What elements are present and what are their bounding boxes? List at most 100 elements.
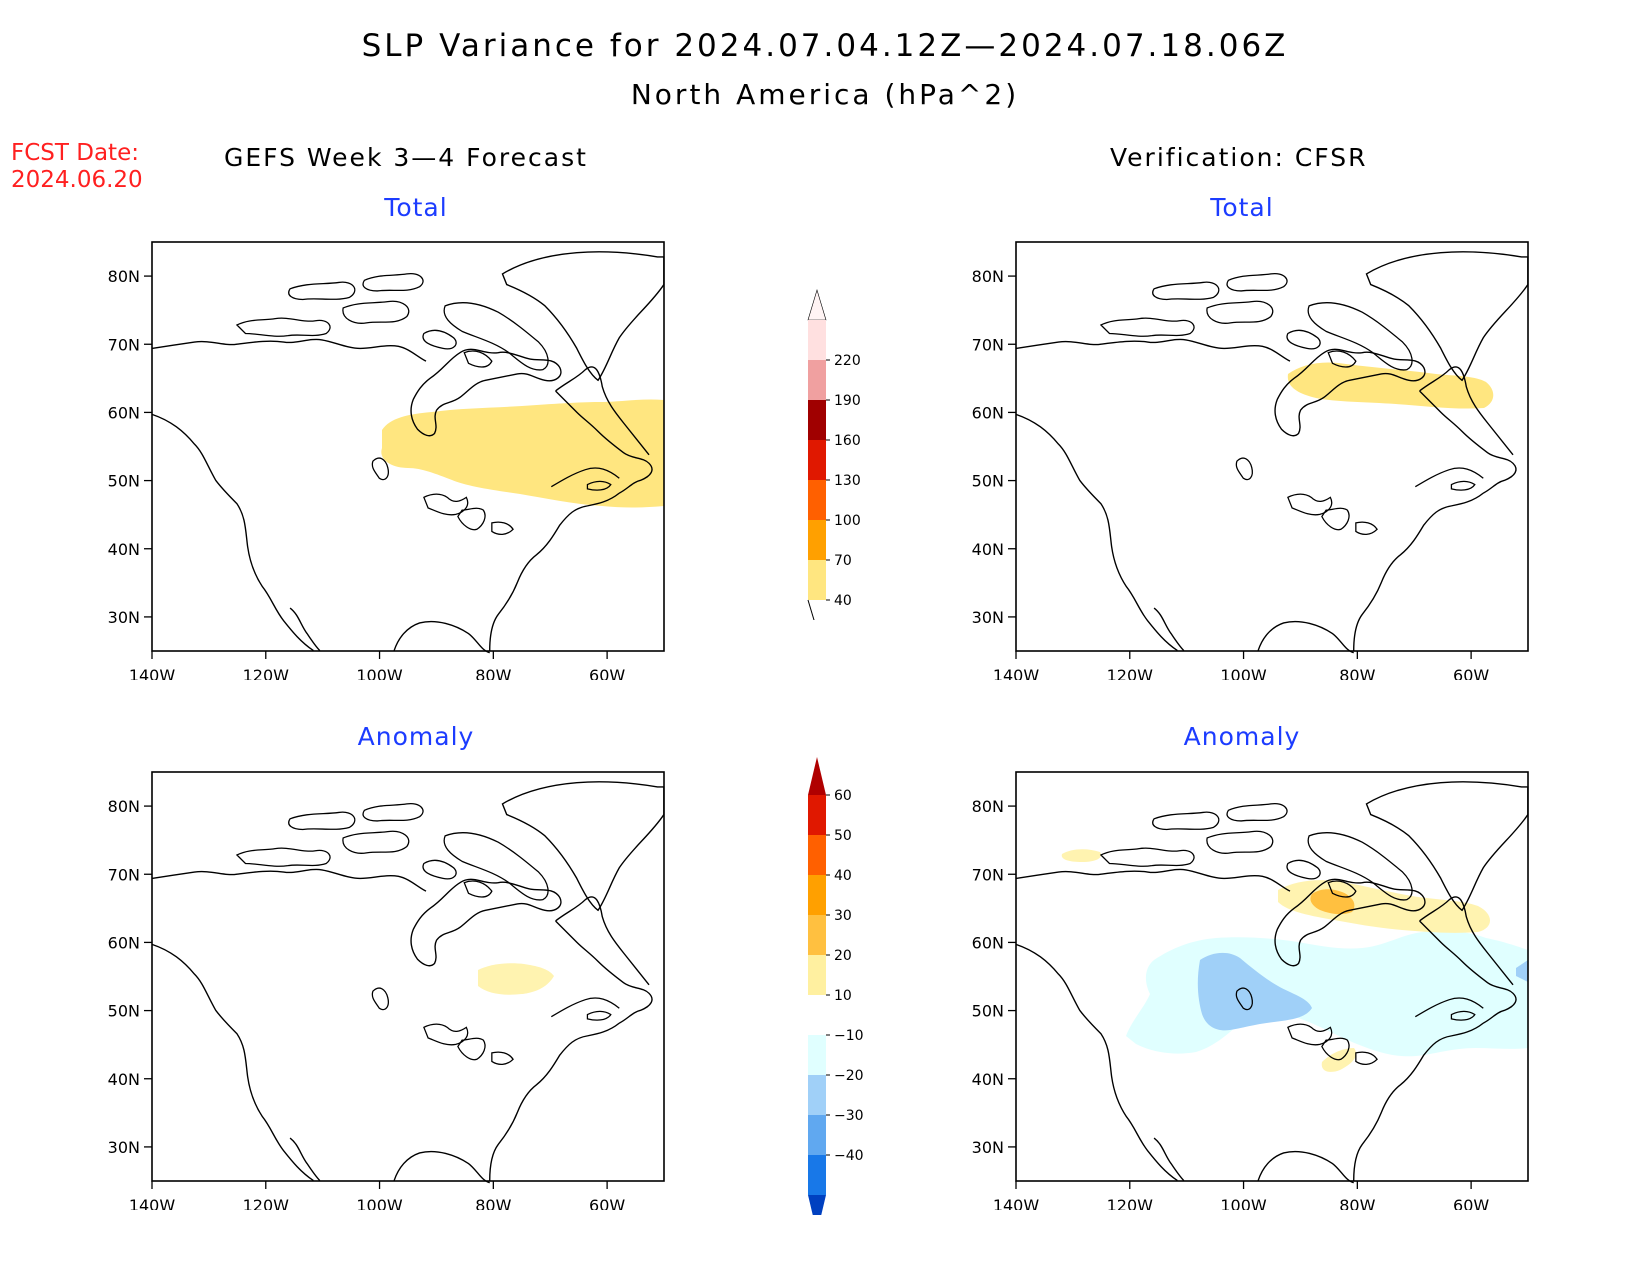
lat-tick-label: 80N: [108, 267, 140, 286]
colorbar-swatch: [808, 1115, 826, 1155]
lat-tick-label: 50N: [108, 472, 140, 491]
lon-tick-label: 60W: [589, 666, 625, 680]
panel-title-cfsr-total: Total: [1210, 193, 1274, 222]
lon-tick-label: 120W: [1107, 1196, 1154, 1210]
colorbar-swatch: [808, 995, 826, 1035]
lon-tick-label: 60W: [589, 1196, 625, 1210]
colorbar-top-arrow: [807, 288, 827, 321]
colorbar-swatch: [808, 835, 826, 875]
lon-tick-label: 80W: [1339, 1196, 1375, 1210]
lat-tick-label: 30N: [972, 1138, 1004, 1157]
panel-title-gefs-anomaly: Anomaly: [357, 722, 475, 751]
lat-tick-label: 80N: [972, 267, 1004, 286]
lon-tick-label: 80W: [475, 1196, 511, 1210]
lat-tick-label: 70N: [108, 865, 140, 884]
lat-tick-label: 40N: [972, 1070, 1004, 1089]
lon-tick-label: 120W: [243, 1196, 290, 1210]
lon-axis: 140W 120W 100W 80W 60W: [993, 1181, 1489, 1210]
lat-tick-label: 50N: [108, 1002, 140, 1021]
colorbar-label: 50: [834, 828, 852, 844]
colorbar-label: 10: [834, 988, 852, 1004]
lat-tick-label: 40N: [108, 540, 140, 559]
shade-anomaly-minus-20-30-east: [1516, 960, 1528, 982]
lon-tick-label: 100W: [1220, 666, 1267, 680]
forecast-date-label: FCST Date:: [11, 140, 139, 166]
lat-tick-label: 60N: [108, 933, 140, 952]
lon-tick-label: 100W: [356, 1196, 403, 1210]
lat-axis: 80N 70N 60N 50N 40N 30N: [972, 797, 1016, 1157]
colorbar-bottom-arrow: [808, 1195, 826, 1215]
lat-axis: 80N 70N 60N 50N 40N 30N: [972, 267, 1016, 627]
colorbar-label: 190: [834, 393, 861, 409]
lon-tick-label: 60W: [1453, 666, 1489, 680]
colorbar-bottom-arrow: [807, 599, 815, 620]
colorbar-label: 30: [834, 908, 852, 924]
shade-variance-40-70: [1287, 362, 1494, 409]
lat-tick-label: 60N: [972, 933, 1004, 952]
colorbar-swatch: [808, 915, 826, 955]
colorbar-label: 20: [834, 948, 852, 964]
colorbar-label: 130: [834, 473, 861, 489]
lon-axis: 140W 120W 100W 80W 60W: [129, 1181, 625, 1210]
lat-axis: 80N 70N 60N 50N 40N 30N: [108, 267, 152, 627]
colorbar-label: −30: [834, 1108, 864, 1124]
colorbar-swatch: [808, 1035, 826, 1075]
shade-anomaly-10-20-arctic: [1061, 849, 1102, 862]
lat-tick-label: 70N: [972, 335, 1004, 354]
lon-axis: 140W 120W 100W 80W 60W: [993, 651, 1489, 680]
colorbar-swatch: [808, 320, 826, 360]
map-panel-gefs-total: 80N 70N 60N 50N 40N 30N 140W 120W 100W 80W 60W: [108, 241, 665, 680]
lon-tick-label: 140W: [993, 1196, 1040, 1210]
colorbar-swatch: [808, 795, 826, 835]
lon-tick-label: 120W: [243, 666, 290, 680]
lat-tick-label: 80N: [108, 797, 140, 816]
lon-tick-label: 120W: [1107, 666, 1154, 680]
colorbar-anomaly: 60 50 40 30 20 10 −10 −20 −30 −40: [808, 757, 864, 1215]
colorbar-swatch: [808, 560, 826, 600]
lat-tick-label: 40N: [972, 540, 1004, 559]
lat-tick-label: 40N: [108, 1070, 140, 1089]
colorbar-label: 160: [834, 433, 861, 449]
lon-tick-label: 100W: [356, 666, 403, 680]
lon-tick-label: 140W: [129, 666, 176, 680]
colorbar-swatch: [808, 1155, 826, 1195]
lat-tick-label: 30N: [972, 608, 1004, 627]
figure-title: SLP Variance for 2024.07.04.12Z—2024.07.…: [361, 28, 1289, 64]
column-title-gefs: GEFS Week 3—4 Forecast: [224, 143, 588, 172]
lat-tick-label: 60N: [972, 403, 1004, 422]
lat-tick-label: 30N: [108, 608, 140, 627]
colorbar-swatch: [808, 955, 826, 995]
colorbar-label: 40: [834, 868, 852, 884]
lat-tick-label: 30N: [108, 1138, 140, 1157]
map-panel-cfsr-anomaly: 80N 70N 60N 50N 40N 30N 140W 120W 100W 80W 60W: [972, 771, 1529, 1210]
colorbar-label: −40: [834, 1148, 864, 1164]
lon-tick-label: 140W: [129, 1196, 176, 1210]
lat-tick-label: 50N: [972, 1002, 1004, 1021]
lat-tick-label: 50N: [972, 472, 1004, 491]
lon-tick-label: 140W: [993, 666, 1040, 680]
colorbar-label: 100: [834, 513, 861, 529]
colorbar-swatch: [808, 360, 826, 400]
panel-title-cfsr-anomaly: Anomaly: [1183, 722, 1301, 751]
map-panel-gefs-anomaly: 80N 70N 60N 50N 40N 30N 140W 120W 100W 80W 60W: [108, 771, 665, 1210]
lat-tick-label: 80N: [972, 797, 1004, 816]
figure-subtitle: North America (hPa^2): [630, 78, 1020, 111]
colorbar-swatch: [808, 875, 826, 915]
colorbar-label: −10: [834, 1028, 864, 1044]
lat-tick-label: 70N: [972, 865, 1004, 884]
colorbar-swatch: [808, 400, 826, 440]
colorbar-label: −20: [834, 1068, 864, 1084]
shade-anomaly-minus-20-30: [1197, 952, 1312, 1031]
colorbar-label: 70: [834, 553, 852, 569]
lon-axis: 140W 120W 100W 80W 60W: [129, 651, 625, 680]
shade-anomaly-10-20: [478, 963, 554, 995]
panel-title-gefs-total: Total: [384, 193, 448, 222]
column-title-cfsr: Verification: CFSR: [1110, 143, 1368, 172]
colorbar-top-arrow: [808, 757, 826, 795]
colorbar-swatch: [808, 440, 826, 480]
map-panel-cfsr-total: 80N 70N 60N 50N 40N 30N 140W 120W 100W 80W 60W: [972, 241, 1529, 680]
colorbar-label: 220: [834, 353, 861, 369]
lon-tick-label: 80W: [475, 666, 511, 680]
colorbar-swatch: [808, 1075, 826, 1115]
lat-tick-label: 70N: [108, 335, 140, 354]
